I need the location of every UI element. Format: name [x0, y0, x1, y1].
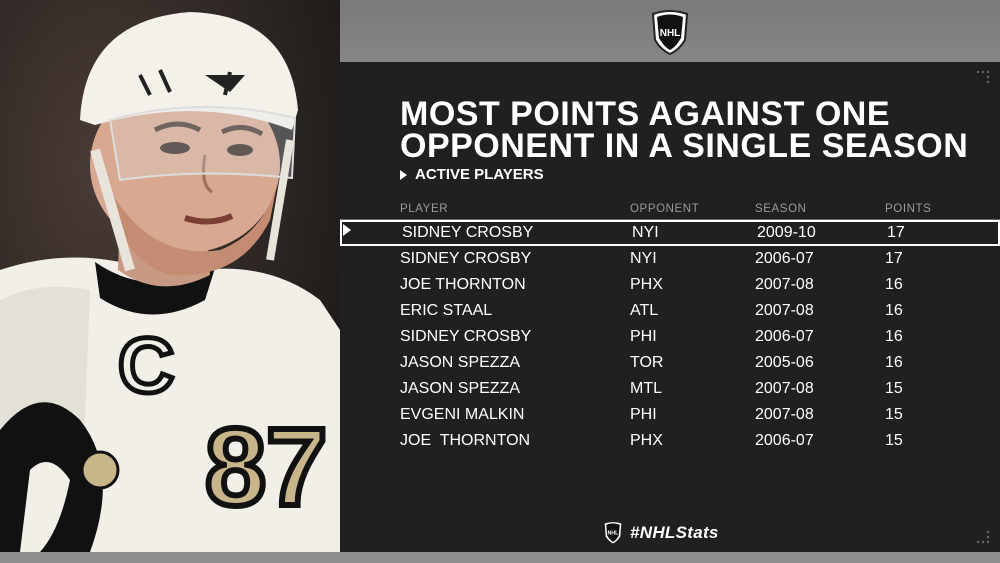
cell-points: 17 [887, 224, 905, 241]
cell-opponent: PHI [630, 328, 657, 345]
table-row-highlighted: SIDNEY CROSBY NYI 2009-10 17 [340, 220, 1000, 246]
cell-opponent: PHX [630, 276, 663, 293]
cell-points: 16 [885, 276, 903, 293]
corner-dots-icon [976, 70, 990, 84]
cell-points: 17 [885, 250, 903, 267]
table-row: SIDNEY CROSBY PHI 2006-07 16 [340, 324, 1000, 350]
table-row: EVGENI MALKIN PHI 2007-08 15 [340, 402, 1000, 428]
cell-player: JOE THORNTON [400, 276, 526, 293]
column-header-season: SEASON [755, 203, 807, 215]
cell-opponent: ATL [630, 302, 659, 319]
cell-points: 15 [885, 406, 903, 423]
cell-points: 15 [885, 432, 903, 449]
cell-season: 2007-08 [755, 302, 814, 319]
nhl-shield-text: NHL [608, 531, 619, 537]
cell-season: 2006-07 [755, 432, 814, 449]
table-header: PLAYER OPPONENT SEASON POINTS [340, 202, 1000, 220]
cell-points: 16 [885, 328, 903, 345]
cell-opponent: NYI [630, 250, 657, 267]
stats-panel: MOST POINTS AGAINST ONE OPPONENT IN A SI… [340, 62, 1000, 552]
column-header-opponent: OPPONENT [630, 203, 700, 215]
subtitle: ACTIVE PLAYERS [400, 166, 544, 183]
stats-table: SIDNEY CROSBY NYI 2009-10 17 SIDNEY CROS… [340, 219, 1000, 454]
nhl-shield-text: NHL [660, 28, 681, 39]
cell-points: 15 [885, 380, 903, 397]
jersey-number: 87 [205, 406, 327, 529]
column-header-points: POINTS [885, 203, 932, 215]
cell-opponent: MTL [630, 380, 662, 397]
cell-player: EVGENI MALKIN [400, 406, 525, 423]
table-row: JASON SPEZZA MTL 2007-08 15 [340, 376, 1000, 402]
table-row: JOE THORNTON PHX 2007-08 16 [340, 272, 1000, 298]
cell-player: SIDNEY CROSBY [402, 224, 534, 241]
row-marker-icon [343, 224, 351, 236]
cell-player: SIDNEY CROSBY [400, 250, 532, 267]
cell-season: 2009-10 [757, 224, 816, 241]
corner-dots-icon [976, 530, 990, 544]
nhl-shield-icon: NHL [603, 521, 623, 545]
footer-hashtag: NHL #NHLStats [602, 520, 719, 545]
play-triangle-icon [400, 169, 407, 180]
title-line-1: MOST POINTS AGAINST ONE [400, 95, 891, 133]
cell-season: 2005-06 [755, 354, 814, 371]
column-header-player: PLAYER [400, 203, 449, 215]
cell-season: 2006-07 [755, 250, 814, 267]
cell-opponent: TOR [630, 354, 664, 371]
cell-season: 2007-08 [755, 406, 814, 423]
cell-opponent: PHX [630, 432, 663, 449]
title-line-2: OPPONENT IN A SINGLE SEASON [400, 127, 969, 165]
table-row: JASON SPEZZA TOR 2005-06 16 [340, 350, 1000, 376]
table-row: SIDNEY CROSBY NYI 2006-07 17 [340, 246, 1000, 272]
table-row: JOE THORNTON PHX 2006-07 15 [340, 428, 1000, 454]
captain-letter: C [118, 321, 174, 409]
cell-player: JASON SPEZZA [400, 354, 521, 371]
table-row: ERIC STAAL ATL 2007-08 16 [340, 298, 1000, 324]
cell-season: 2006-07 [755, 328, 814, 345]
cell-player: JASON SPEZZA [400, 380, 521, 397]
player-photo: C 87 [0, 0, 340, 552]
cell-opponent: NYI [632, 224, 659, 241]
cell-player: JOE THORNTON [400, 432, 531, 449]
cell-player: SIDNEY CROSBY [400, 328, 532, 345]
hashtag-text: #NHLStats [630, 522, 719, 542]
cell-points: 16 [885, 354, 903, 371]
cell-points: 16 [885, 302, 903, 319]
nhl-shield-icon: NHL [651, 10, 689, 56]
cell-player: ERIC STAAL [400, 302, 493, 319]
cell-season: 2007-08 [755, 380, 814, 397]
subtitle-text: ACTIVE PLAYERS [415, 166, 544, 183]
cell-opponent: PHI [630, 406, 657, 423]
cell-season: 2007-08 [755, 276, 814, 293]
page-title: MOST POINTS AGAINST ONE OPPONENT IN A SI… [400, 95, 969, 165]
